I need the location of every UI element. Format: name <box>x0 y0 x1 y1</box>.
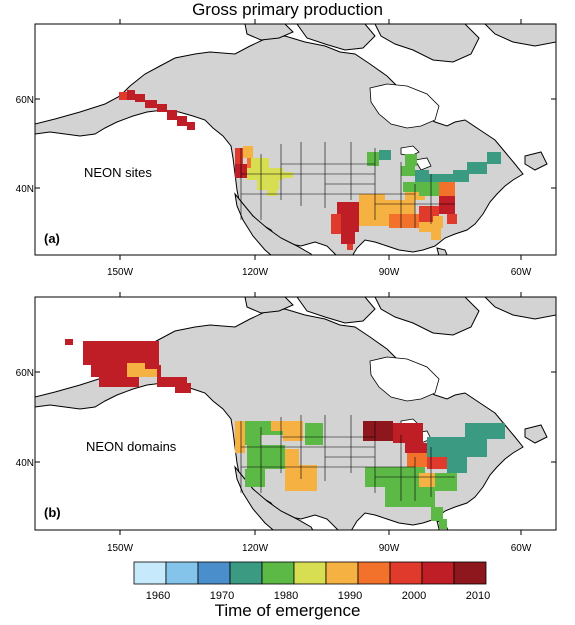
panel-a-lon-90w: 90W <box>379 267 400 278</box>
colorbar-tick-1960: 1960 <box>146 590 170 602</box>
panel-a-northeast-cells <box>367 150 501 196</box>
panel-b <box>34 292 557 535</box>
panel-a-ticks <box>35 19 556 260</box>
colorbar-swatch-6 <box>325 561 359 585</box>
colorbar-tick-2000: 2000 <box>402 590 426 602</box>
colorbar-swatch-5 <box>293 561 327 585</box>
panel-a-lat-60n: 60N <box>16 95 34 106</box>
panel-a-lon-150w: 150W <box>107 267 134 278</box>
panel-b-lon-120w: 120W <box>242 543 269 554</box>
panel-a-state-lines <box>240 142 455 228</box>
panel-a-lon-120w: 120W <box>242 267 269 278</box>
panel-a-lat-40n: 40N <box>16 184 34 195</box>
panel-b-state-lines <box>240 415 455 501</box>
panel-b-annotation: NEON domains <box>86 439 177 454</box>
colorbar-tick-1970: 1970 <box>210 590 234 602</box>
panel-b-east-cells <box>335 423 505 529</box>
colorbar-swatch-3 <box>229 561 263 585</box>
panel-b-west-cells <box>235 421 323 491</box>
panel-b-lon-90w: 90W <box>379 543 400 554</box>
colorbar-swatch-1 <box>165 561 199 585</box>
panel-b-label: (b) <box>44 505 61 520</box>
colorbar-swatch-4 <box>261 561 295 585</box>
panel-b-lon-60w: 60W <box>511 543 532 554</box>
panel-b-greatlakes-cells <box>363 421 427 453</box>
colorbar <box>133 561 487 585</box>
panel-a <box>34 19 557 260</box>
colorbar-swatch-10 <box>453 561 487 585</box>
panel-b-lat-40n: 40N <box>16 458 34 469</box>
panel-b-frame <box>34 296 557 531</box>
panel-a-lon-60w: 60W <box>511 267 532 278</box>
colorbar-tick-labels: 1960 1970 1980 1990 2000 2010 <box>146 590 490 602</box>
panel-b-lon-150w: 150W <box>107 543 134 554</box>
colorbar-tick-1990: 1990 <box>338 590 362 602</box>
colorbar-tick-1980: 1980 <box>274 590 298 602</box>
figure-title: Gross primary production <box>192 0 383 19</box>
panel-a-alaska-cells <box>119 90 195 130</box>
panel-a-frame <box>34 23 557 256</box>
colorbar-title: Time of emergence <box>214 601 361 620</box>
panel-a-annotation: NEON sites <box>84 165 152 180</box>
panel-b-alaska-cells <box>65 339 191 393</box>
panel-b-ticks <box>35 292 556 535</box>
panel-b-lat-60n: 60N <box>16 368 34 379</box>
colorbar-swatch-0 <box>133 561 167 585</box>
colorbar-swatch-2 <box>197 561 231 585</box>
colorbar-tick-2010: 2010 <box>466 590 490 602</box>
colorbar-swatch-8 <box>389 561 423 585</box>
colorbar-swatch-7 <box>357 561 391 585</box>
colorbar-swatch-9 <box>421 561 455 585</box>
panel-a-label: (a) <box>44 231 60 246</box>
